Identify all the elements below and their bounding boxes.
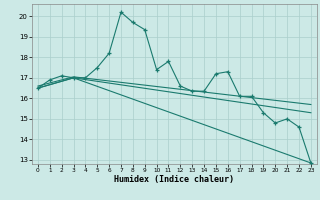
X-axis label: Humidex (Indice chaleur): Humidex (Indice chaleur) [115,175,234,184]
